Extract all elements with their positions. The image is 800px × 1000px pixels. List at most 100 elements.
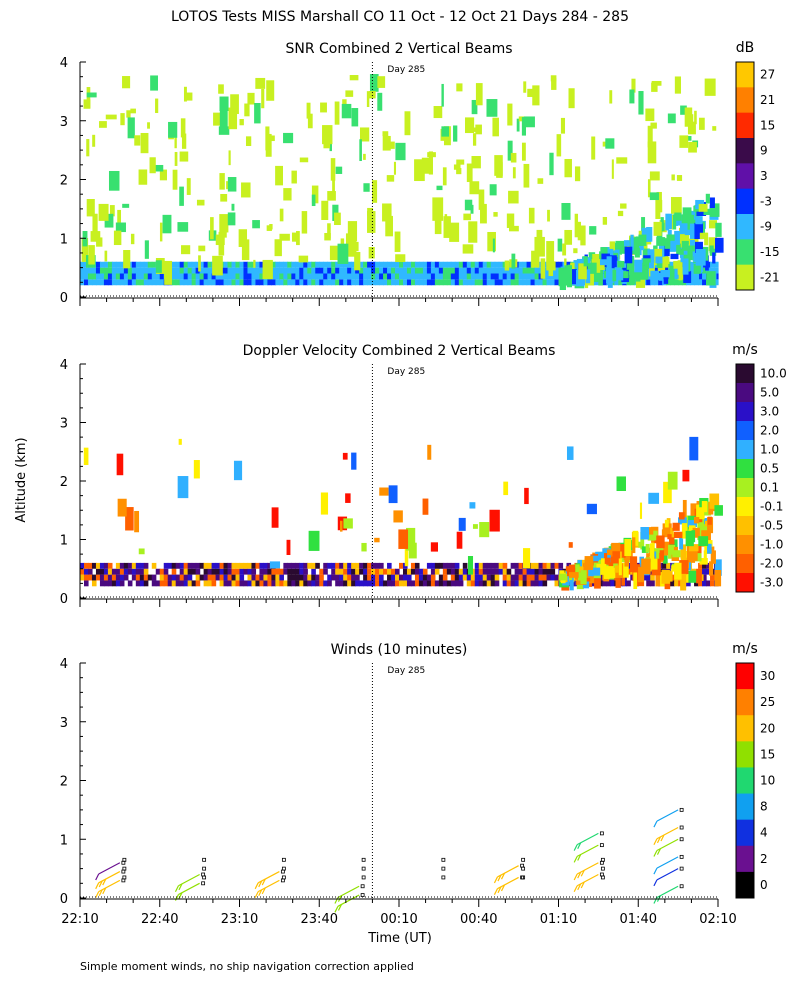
heat-cell [514,568,520,575]
heat-cell [518,116,525,122]
heat-cell [359,273,364,280]
heat-cell [470,273,476,280]
heat-cell [355,562,360,569]
heat-cell [255,267,261,274]
sample-mark [281,857,286,862]
heat-cell [712,126,717,131]
heat-cell [594,279,599,286]
heat-cell [391,574,396,581]
heat-cell [163,580,169,587]
heat-cell [438,273,444,280]
heat-cell [303,574,308,581]
heat-cell [663,555,668,564]
heat-cell [174,151,178,166]
colorbar-label: 21 [760,93,775,107]
heat-cell [706,271,716,286]
heat-cell [510,562,516,569]
heat-cell [155,279,161,286]
heat-cell [689,436,699,461]
heat-cell [530,562,536,569]
heat-cell [367,562,372,569]
heat-cell [323,568,328,575]
heat-cell [287,562,292,569]
heat-cell [91,267,97,274]
heat-cell [351,580,356,587]
heat-cell [683,270,692,283]
heat-cell [181,133,187,149]
heat-cell [139,568,145,575]
heat-cell [199,279,205,286]
heat-cell [99,273,105,280]
heat-cell [123,273,129,280]
heat-cell [670,197,682,214]
heat-cell [542,568,548,575]
heat-cell [299,574,304,581]
heat-cell [127,562,133,569]
heat-cell [323,139,331,149]
heat-cell [247,568,253,575]
heat-cell [263,580,269,587]
heat-cell [198,255,201,272]
heat-cell [263,568,269,575]
heat-cell [434,562,440,569]
heat-cell [83,447,89,465]
heat-cell [327,191,336,201]
heat-cell [207,279,213,286]
heat-cell [303,267,308,274]
heat-cell [99,261,105,268]
heat-cell [686,545,694,563]
heat-cell [191,273,197,280]
heat-cell [469,502,476,509]
heat-cell [450,267,456,274]
sample-mark [521,875,526,880]
heat-cell [279,574,284,581]
heat-cell [402,279,408,286]
heat-cell [147,267,153,274]
heat-cell [199,273,205,280]
heat-cell [306,102,311,119]
sample-mark [521,866,526,871]
x-tick-label: 00:40 [460,912,497,927]
heat-cell [139,261,145,268]
heat-cell [283,568,288,575]
heat-cell [103,267,109,274]
heat-cell [558,562,564,569]
heat-cell [275,267,280,274]
heat-cell [159,169,167,181]
heat-cell [223,273,229,280]
heat-cell [391,568,396,575]
heat-cell [489,184,497,196]
heat-cell [421,157,431,174]
heat-cell [678,268,683,281]
heat-cell [690,503,698,520]
heat-cell [391,273,396,280]
heat-cell [546,241,555,265]
heat-cell [191,261,197,268]
heat-cell [574,166,581,182]
heat-cell [90,231,101,242]
heat-cell [442,261,448,268]
heat-cell [227,562,233,569]
heat-cell [410,261,416,268]
heat-cell [462,267,468,274]
heat-cell [334,212,341,226]
heat-cell [690,279,695,286]
heat-cell [239,267,245,274]
heat-cell [163,568,169,575]
heat-cell [291,580,296,587]
heat-cell [526,568,532,575]
heat-cell [446,580,452,587]
heat-cell [127,279,133,286]
heat-cell [518,574,524,581]
heat-cell [351,273,356,280]
heat-cell [123,279,129,286]
heat-cell [510,279,516,286]
heat-cell [715,237,724,253]
heat-cell [554,574,560,581]
heat-cell [151,574,157,581]
heat-cell [507,103,513,126]
heat-cell [561,202,571,220]
heat-cell [708,561,714,576]
heat-cell [418,568,424,575]
heat-cell [291,232,298,242]
